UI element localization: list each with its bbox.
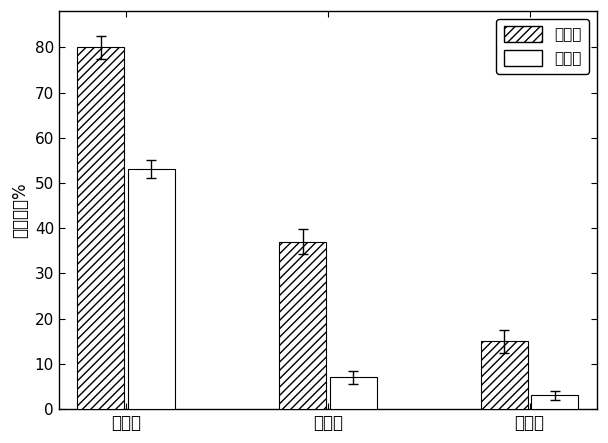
Bar (128, 169, 175, 409)
Bar (279, 242, 326, 409)
Y-axis label: 测定含量%: 测定含量% (11, 182, 29, 238)
Legend: 包封率, 载药率: 包封率, 载药率 (496, 19, 589, 74)
Bar (330, 377, 376, 409)
Bar (481, 341, 528, 409)
Bar (77, 47, 125, 409)
Bar (531, 396, 578, 409)
